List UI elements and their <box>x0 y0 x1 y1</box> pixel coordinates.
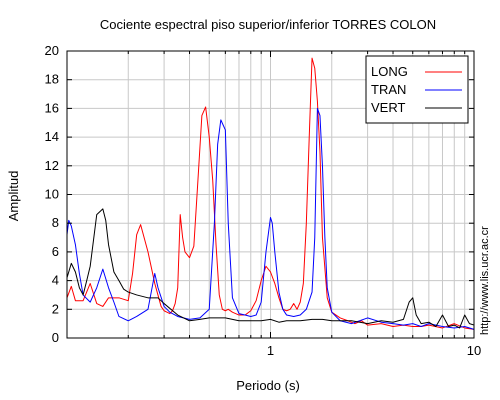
series-line-vert <box>66 208 475 329</box>
y-tick-label: 10 <box>45 187 59 202</box>
y-tick-label: 14 <box>45 129 59 144</box>
y-tick-label: 8 <box>52 215 59 230</box>
x-tick-label: 1 <box>267 343 274 358</box>
y-tick-label: 0 <box>52 330 59 345</box>
y-tick-label: 2 <box>52 301 59 316</box>
legend-label-vert: VERT <box>371 100 405 115</box>
y-tick-label: 4 <box>52 273 59 288</box>
y-tick-label: 16 <box>45 100 59 115</box>
x-tick-label: 10 <box>467 343 481 358</box>
y-tick-label: 12 <box>45 158 59 173</box>
legend-label-long: LONG <box>371 64 408 79</box>
chart-title: Cociente espectral piso superior/inferio… <box>100 17 436 32</box>
y-tick-label: 6 <box>52 244 59 259</box>
y-tick-label: 20 <box>45 43 59 58</box>
x-axis-title: Periodo (s) <box>236 378 300 393</box>
y-axis-title: Amplitud <box>6 171 21 222</box>
y-tick-label: 18 <box>45 72 59 87</box>
legend: LONG TRAN VERT <box>365 55 469 124</box>
watermark-url: http://www.lis.ucr.ac.cr <box>479 226 491 335</box>
axis-ticks: 0 2 4 6 8 10 12 14 16 18 20 1 10 <box>45 43 482 358</box>
legend-label-tran: TRAN <box>371 82 406 97</box>
series-lines <box>66 57 475 330</box>
